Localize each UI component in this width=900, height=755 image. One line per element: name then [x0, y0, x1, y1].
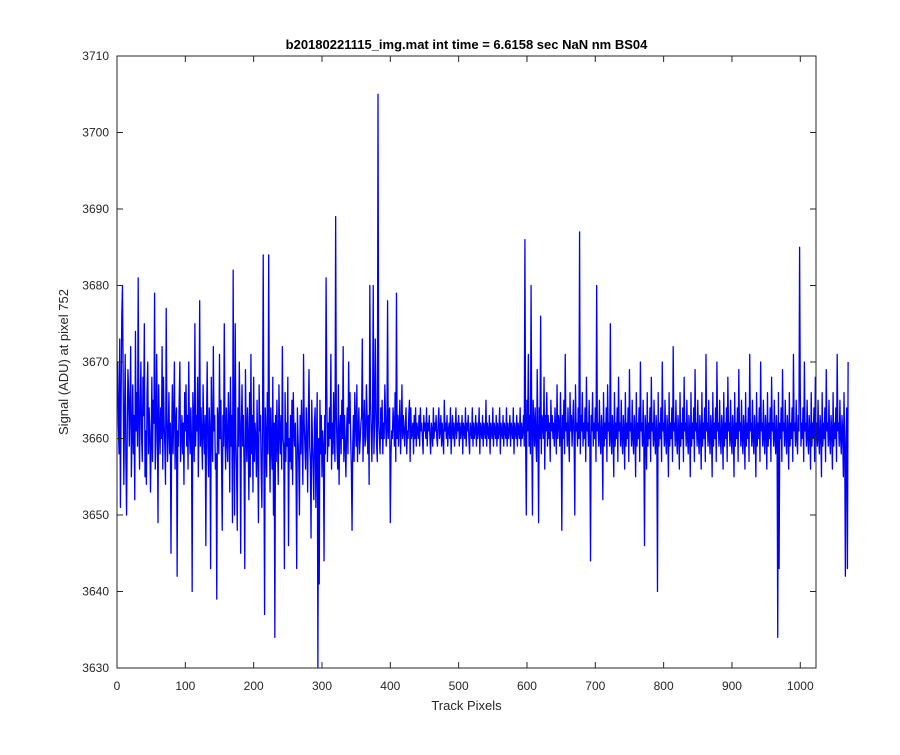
x-tick-label-400: 400 — [380, 679, 400, 693]
x-tick-label-300: 300 — [312, 679, 332, 693]
y-tick-label-3700: 3700 — [82, 126, 109, 140]
x-tick-label-1000: 1000 — [787, 679, 814, 693]
chart-title: b20180221115_img.mat int time = 6.6158 s… — [286, 37, 648, 52]
data-layer — [117, 93, 849, 669]
y-axis-label: Signal (ADU) at pixel 752 — [56, 289, 71, 435]
series-line-0 — [117, 93, 849, 669]
x-tick-label-800: 800 — [654, 679, 674, 693]
y-tick-label-3640: 3640 — [82, 585, 109, 599]
x-tick-label-100: 100 — [175, 679, 195, 693]
x-tick-label-0: 0 — [114, 679, 121, 693]
x-tick-label-200: 200 — [244, 679, 264, 693]
y-tick-label-3660: 3660 — [82, 432, 109, 446]
y-tick-label-3670: 3670 — [82, 355, 109, 369]
y-axis: 3630 3640 3650 3660 3670 3680 3690 3700 3710 — [82, 49, 816, 675]
x-axis: 0 100 200 300 400 500 600 700 800 900 1000 — [114, 56, 814, 693]
x-axis-label: Track Pixels — [431, 698, 502, 713]
y-tick-label-3690: 3690 — [82, 202, 109, 216]
y-tick-label-3650: 3650 — [82, 508, 109, 522]
y-tick-label-3680: 3680 — [82, 279, 109, 293]
x-tick-label-500: 500 — [449, 679, 469, 693]
x-tick-label-900: 900 — [722, 679, 742, 693]
y-tick-label-3710: 3710 — [82, 49, 109, 63]
x-tick-label-700: 700 — [585, 679, 605, 693]
y-tick-label-3630: 3630 — [82, 661, 109, 675]
plot-area — [117, 56, 816, 668]
x-tick-label-600: 600 — [517, 679, 537, 693]
